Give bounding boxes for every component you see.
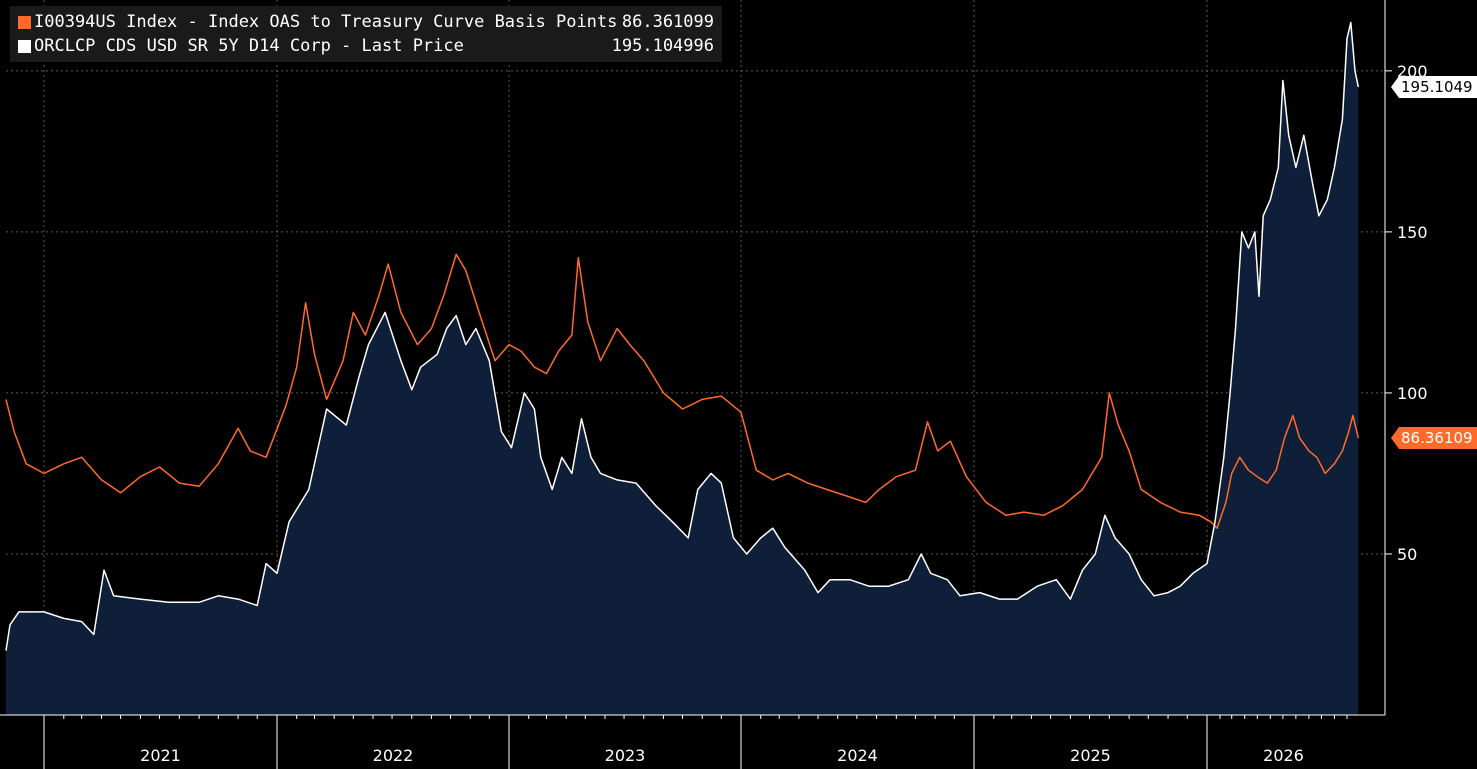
x-tick-label-2025: 2025 <box>1070 746 1111 765</box>
x-tick-label-2024: 2024 <box>837 746 878 765</box>
x-tick-label-2022: 2022 <box>373 746 414 765</box>
last-value-tags: 86.36109 195.1049 <box>1391 75 1477 450</box>
x-tick-label-2023: 2023 <box>605 746 646 765</box>
area-layer <box>6 22 1359 715</box>
x-tick-label-2021: 2021 <box>140 746 181 765</box>
legend-swatch-oas <box>18 15 31 29</box>
series-line-0 <box>5 253 1360 529</box>
y-tick-label-150: 150 <box>1397 223 1428 242</box>
legend-value-oas: 86.361099 <box>621 12 714 32</box>
last-value-tag-0 <box>1391 427 1477 450</box>
legend-name-oas: I00394US Index - Index OAS to Treasury C… <box>34 12 618 32</box>
y-tick-label-50: 50 <box>1397 545 1417 564</box>
legend-entry-cds: ORCLCP CDS USD SR 5Y D14 Corp - Last Pri… <box>18 34 714 58</box>
legend-value-cds: 195.104996 <box>611 36 714 56</box>
x-tick-label-2026: 2026 <box>1263 746 1304 765</box>
y-tick-label-100: 100 <box>1397 384 1428 403</box>
legend-entry-oas: I00394US Index - Index OAS to Treasury C… <box>18 10 714 34</box>
last-value-tag-1 <box>1391 75 1477 98</box>
line-layer <box>5 21 1360 651</box>
last-value-tag-text-0: 86.36109 <box>1401 429 1473 447</box>
last-value-tag-text-1: 195.1049 <box>1401 78 1473 96</box>
legend-swatch-cds <box>18 39 31 53</box>
chart-legend: I00394US Index - Index OAS to Treasury C… <box>10 6 722 62</box>
legend-name-cds: ORCLCP CDS USD SR 5Y D14 Corp - Last Pri… <box>34 36 464 56</box>
series-line-1 <box>5 21 1360 651</box>
series-area-1 <box>6 22 1359 715</box>
